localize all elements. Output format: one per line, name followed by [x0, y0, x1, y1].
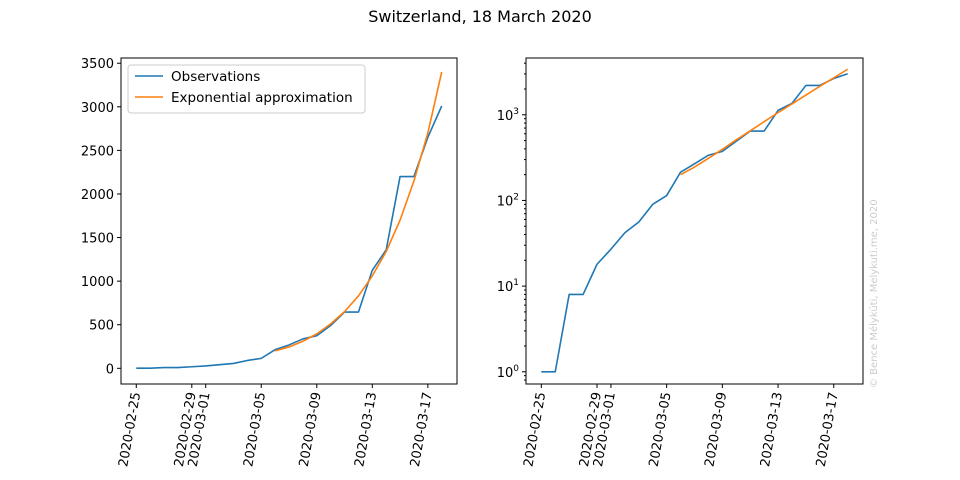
x-tick-label: 2020-03-17 [814, 391, 842, 468]
y-tick-label: 0 [106, 362, 114, 377]
x-tick-label: 2020-02-25 [521, 391, 549, 468]
y-tick-label: 2500 [81, 144, 114, 159]
y-tick-label: 500 [89, 319, 114, 334]
legend: Observations Exponential approximation [127, 64, 366, 114]
y-tick-label: 1000 [81, 275, 114, 290]
figure-title: Switzerland, 18 March 2020 [368, 7, 592, 26]
y-tick-label: 3000 [81, 101, 114, 116]
x-tick-label: 2020-03-05 [647, 391, 675, 468]
left-plot-frame [120, 57, 458, 385]
y-tick-label: 101 [497, 278, 519, 295]
x-tick-label: 2020-03-13 [758, 391, 786, 468]
series-line-exponential-approximation [680, 68, 849, 176]
right-plot-frame [525, 57, 864, 385]
x-tick-label: 2020-03-17 [408, 391, 436, 468]
y-tick-label: 102 [497, 192, 519, 209]
series-line-exponential-approximation [274, 71, 443, 352]
legend-label-approximation: Exponential approximation [171, 90, 353, 106]
legend-label-observations: Observations [171, 69, 260, 85]
series-line-observations [541, 73, 848, 373]
x-tick-label: 2020-03-09 [702, 391, 730, 468]
x-tick-label: 2020-03-13 [352, 391, 380, 468]
watermark-text: © Bence Mélykúti, Melykuti.me, 2020 [868, 199, 880, 388]
y-tick-label: 1500 [81, 232, 114, 247]
series-line-observations [136, 105, 443, 370]
y-tick-label: 2000 [81, 188, 114, 203]
y-tick-label: 100 [497, 364, 520, 381]
legend-box [127, 64, 366, 114]
left-panel-linear: 0 500 1000 1500 2000 2500 3000 3500 2020-02-25 20… [81, 57, 458, 468]
x-tick-label: 2020-03-05 [241, 391, 269, 468]
x-tick-label: 2020-02-25 [116, 391, 144, 468]
y-tick-label: 103 [497, 107, 519, 124]
x-tick-label: 2020-03-09 [297, 391, 325, 468]
y-tick-label: 3500 [81, 57, 114, 72]
